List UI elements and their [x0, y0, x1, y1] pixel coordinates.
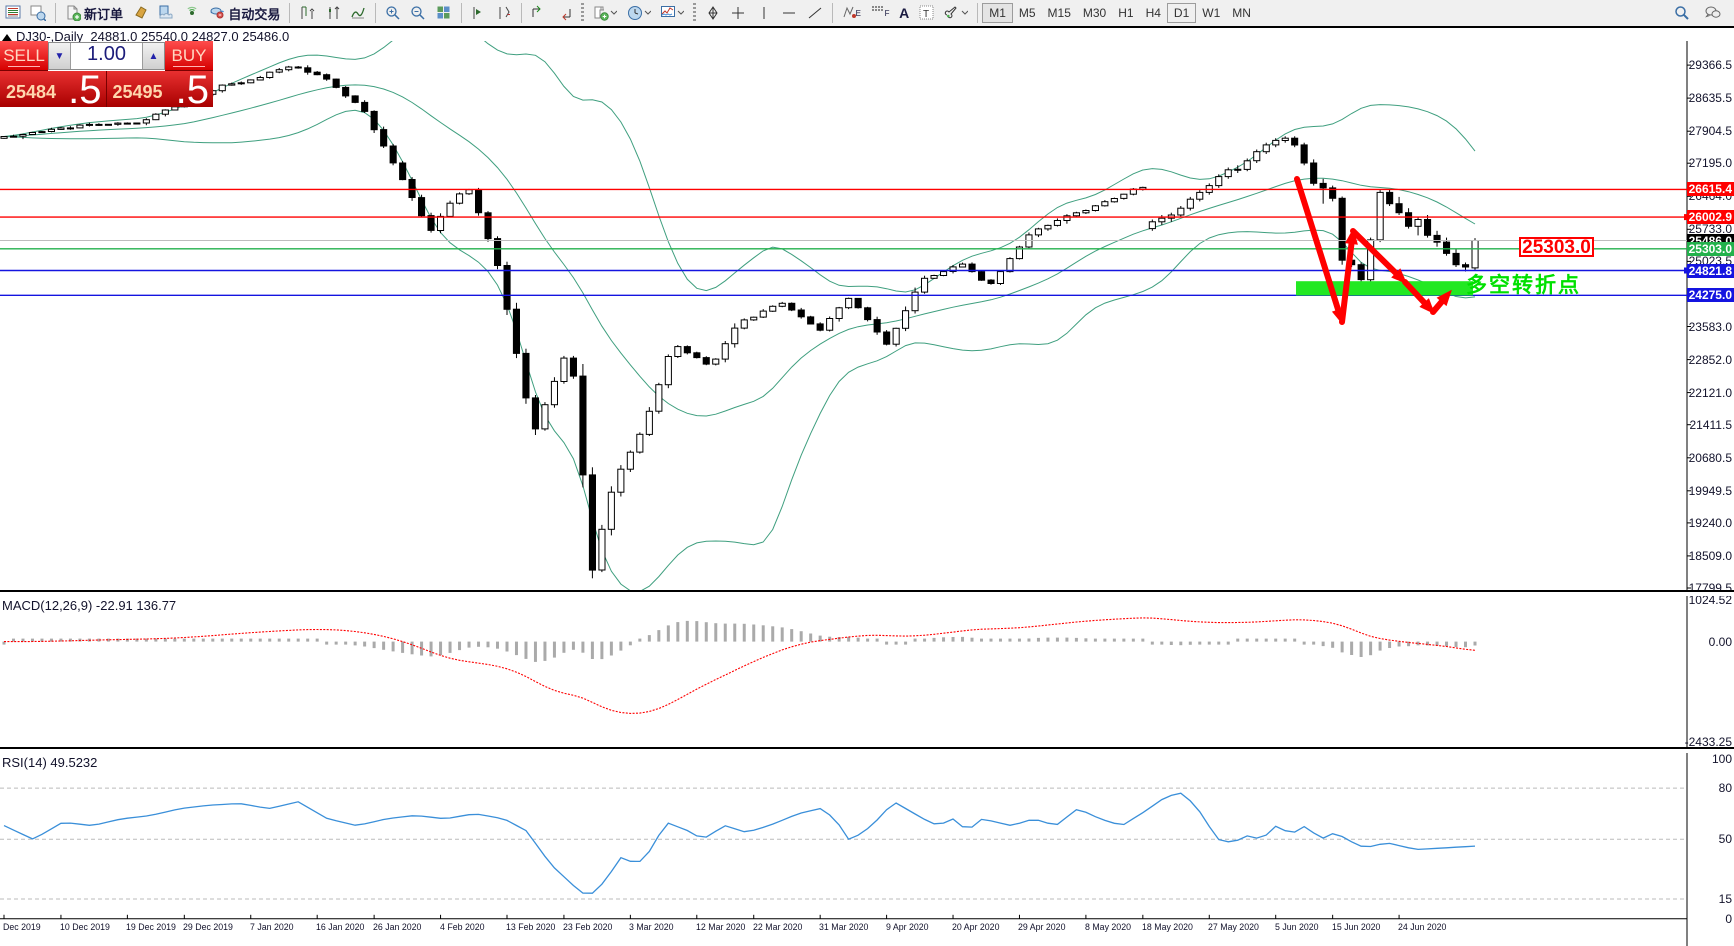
svg-text:T: T	[923, 9, 929, 20]
